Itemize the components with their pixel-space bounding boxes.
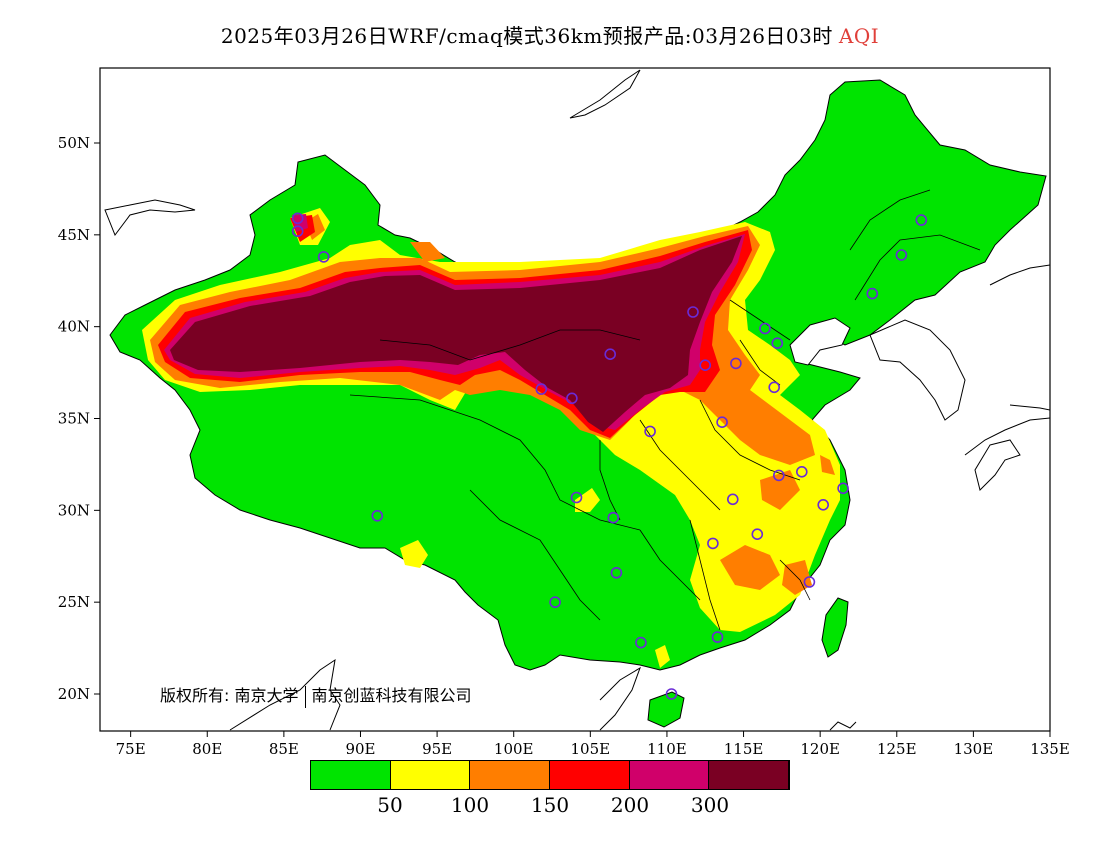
station-marker <box>726 493 739 506</box>
x-tick-label: 115E <box>724 740 764 758</box>
copyright-org2: 南京创蓝科技有限公司 <box>311 686 472 705</box>
x-tick-label: 110E <box>647 740 687 758</box>
y-tick-label: 35N <box>58 410 90 428</box>
station-marker <box>795 465 808 478</box>
colorbar-swatch <box>311 761 391 789</box>
x-tick-label: 75E <box>116 740 146 758</box>
y-tick-label: 30N <box>58 501 90 519</box>
station-marker <box>291 212 304 225</box>
station-marker <box>535 383 548 395</box>
title-product: AQI <box>838 24 880 48</box>
colorbar-swatch <box>550 761 630 789</box>
x-tick-label: 130E <box>954 740 994 758</box>
y-tick-label: 20N <box>58 685 90 703</box>
station-marker <box>604 348 617 361</box>
x-tick-label: 120E <box>800 740 840 758</box>
x-tick-label: 95E <box>422 740 452 758</box>
station-marker <box>730 357 742 370</box>
colorbar-swatch <box>470 761 551 789</box>
station-marker <box>566 392 578 405</box>
colorbar-label: 200 <box>610 793 650 817</box>
title-text: 2025年03月26日WRF/cmaq模式36km预报产品:03月26日03时 <box>220 24 833 48</box>
station-marker <box>570 491 583 504</box>
colorbar-swatch <box>390 761 471 789</box>
station-marker <box>317 251 330 263</box>
x-tick-label: 125E <box>877 740 917 758</box>
colorbar-label: 150 <box>530 793 570 817</box>
plot-frame <box>99 67 1051 732</box>
x-tick-label: 85E <box>269 740 299 758</box>
station-marker <box>699 359 712 372</box>
station-markers <box>291 212 928 700</box>
bohai-sea <box>789 317 851 366</box>
province-boundaries <box>349 189 981 631</box>
taiwan-land <box>821 597 849 658</box>
neighbour-coastlines <box>104 69 1050 731</box>
station-marker <box>716 416 728 429</box>
x-tick-label: 90E <box>345 740 375 758</box>
aqi-colorbar <box>310 760 790 790</box>
y-axis: 50N 45N 40N 35N 30N 25N 20N <box>58 134 100 703</box>
station-marker <box>711 631 724 643</box>
aqi-level-6-core <box>170 236 742 432</box>
hainan-land <box>647 691 685 728</box>
colorbar-swatch <box>629 761 710 789</box>
y-tick-label: 25N <box>58 593 90 611</box>
copyright-label: 版权所有: <box>160 686 230 705</box>
colorbar-swatch <box>709 761 790 789</box>
y-tick-label: 45N <box>58 226 90 244</box>
station-marker <box>610 566 623 579</box>
station-marker <box>291 225 304 237</box>
colorbar-label: 300 <box>690 793 730 817</box>
station-marker <box>817 498 830 511</box>
copyright-separator <box>304 685 306 708</box>
station-marker <box>549 596 561 609</box>
colorbar-label: 100 <box>450 793 490 817</box>
station-marker <box>707 537 719 550</box>
x-tick-label: 105E <box>571 740 611 758</box>
station-marker <box>866 287 879 300</box>
station-marker <box>837 482 849 495</box>
station-marker <box>687 306 699 318</box>
station-marker <box>772 469 785 482</box>
station-marker <box>635 636 647 649</box>
station-marker <box>607 511 620 524</box>
x-tick-label: 135E <box>1030 740 1070 758</box>
x-tick-label: 80E <box>192 740 222 758</box>
y-tick-label: 40N <box>58 318 90 336</box>
station-marker <box>371 509 384 522</box>
station-marker <box>759 322 771 335</box>
x-axis: 75E 80E 85E 90E 95E 100E 105E 110E 115E 120E 125E 1… <box>116 731 1070 758</box>
station-marker <box>751 528 764 541</box>
station-marker <box>803 576 816 588</box>
colorbar-label: 50 <box>377 793 403 817</box>
copyright-note: 版权所有: 南京大学 南京创蓝科技有限公司 <box>160 682 472 708</box>
y-tick-label: 50N <box>58 134 90 152</box>
map-title: 2025年03月26日WRF/cmaq模式36km预报产品:03月26日03时 A… <box>0 20 1100 49</box>
x-tick-label: 100E <box>494 740 534 758</box>
station-marker <box>895 249 908 261</box>
station-marker <box>915 214 928 226</box>
station-marker <box>771 337 784 350</box>
station-marker <box>644 425 656 438</box>
station-marker <box>768 381 781 394</box>
station-marker <box>665 688 678 700</box>
copyright-org1: 南京大学 <box>234 686 299 705</box>
